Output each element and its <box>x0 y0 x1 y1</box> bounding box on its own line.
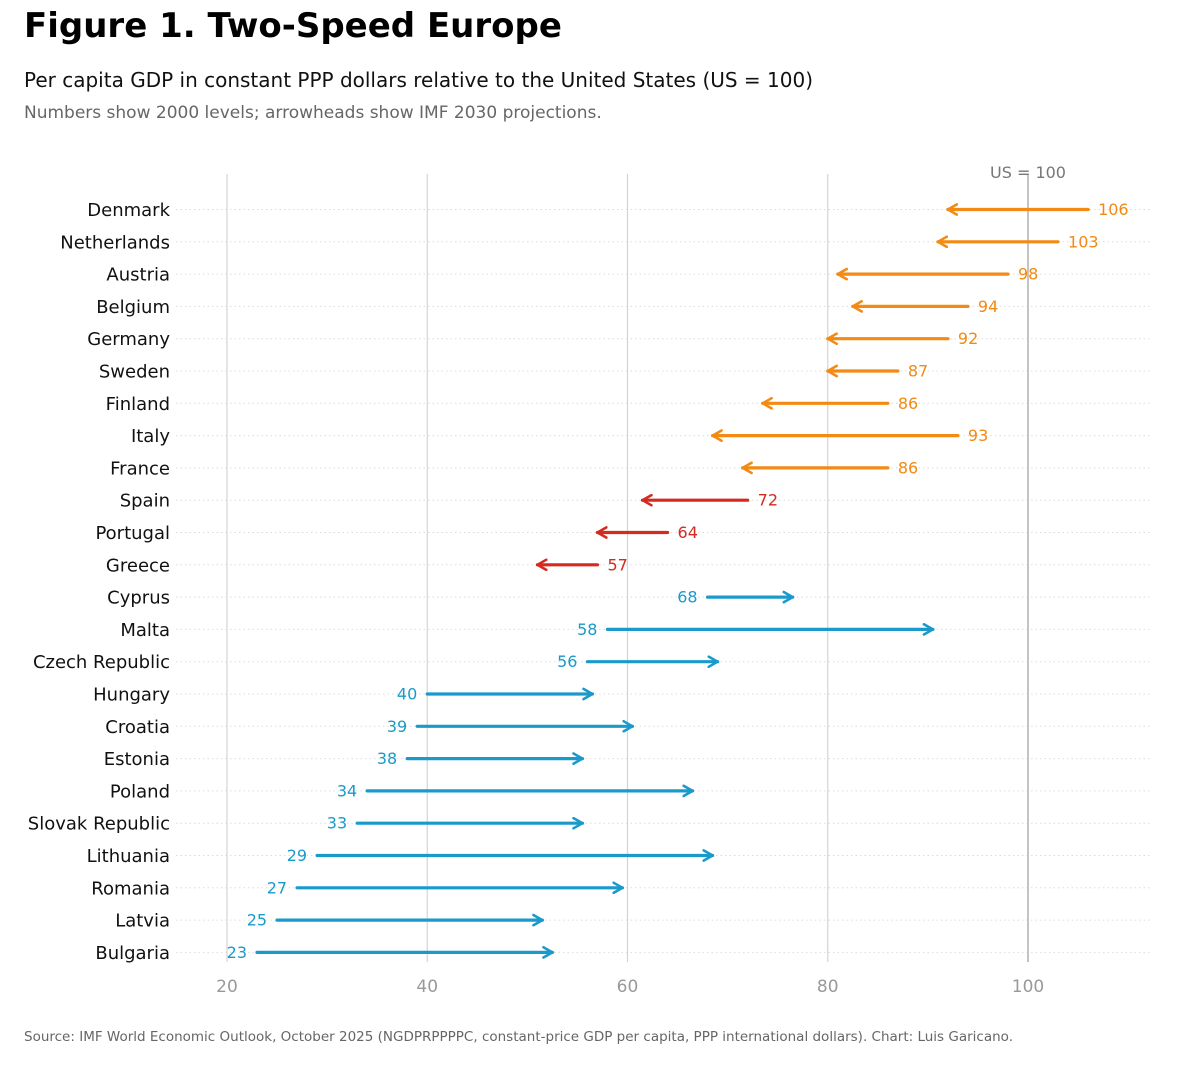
category-label: Sweden <box>99 362 170 383</box>
category-label: Cyprus <box>107 588 170 609</box>
category-label: Austria <box>106 265 170 286</box>
value-label: 93 <box>968 426 988 445</box>
value-label: 86 <box>898 394 918 413</box>
category-label: Greece <box>106 555 170 576</box>
chart-subtitle: Per capita GDP in constant PPP dollars r… <box>24 68 814 92</box>
value-label: 33 <box>327 814 347 833</box>
value-label: 39 <box>387 717 407 736</box>
category-label: Romania <box>91 878 170 899</box>
x-tick-label: 100 <box>1012 977 1044 997</box>
value-label: 58 <box>577 620 597 639</box>
category-label: Estonia <box>104 749 170 770</box>
category-label: Poland <box>110 781 170 802</box>
category-label: Spain <box>120 491 170 512</box>
category-label: Latvia <box>115 911 170 932</box>
reference-label: US = 100 <box>990 163 1066 182</box>
category-label: Netherlands <box>60 232 170 253</box>
value-label: 92 <box>958 329 978 348</box>
category-label: Portugal <box>95 523 170 544</box>
value-label: 87 <box>908 362 928 381</box>
category-label: Bulgaria <box>95 943 170 964</box>
chart-note: Numbers show 2000 levels; arrowheads sho… <box>24 103 602 123</box>
category-label: Czech Republic <box>33 652 170 673</box>
x-tick-label: 40 <box>416 977 438 997</box>
category-label: Finland <box>106 394 170 415</box>
value-label: 27 <box>267 878 287 897</box>
value-label: 34 <box>337 781 357 800</box>
category-label: Germany <box>87 329 170 350</box>
value-label: 106 <box>1098 200 1129 219</box>
category-label: Lithuania <box>87 846 170 867</box>
category-label: Slovak Republic <box>28 814 170 835</box>
value-label: 25 <box>247 911 267 930</box>
x-tick-label: 80 <box>817 977 839 997</box>
value-label: 40 <box>397 685 417 704</box>
x-tick-label: 20 <box>216 977 238 997</box>
category-label: Croatia <box>105 717 170 738</box>
category-label: France <box>110 458 170 479</box>
category-label: Italy <box>131 426 170 447</box>
value-label: 29 <box>287 846 307 865</box>
value-label: 103 <box>1068 232 1099 251</box>
value-label: 56 <box>557 652 577 671</box>
value-label: 38 <box>377 749 397 768</box>
value-label: 94 <box>978 297 998 316</box>
category-label: Denmark <box>87 200 170 221</box>
x-tick-label: 60 <box>617 977 639 997</box>
chart-title: Figure 1. Two-Speed Europe <box>24 6 562 46</box>
category-label: Hungary <box>93 685 170 706</box>
value-label: 64 <box>678 523 698 542</box>
value-label: 68 <box>677 588 697 607</box>
source-note: Source: IMF World Economic Outlook, Octo… <box>24 1029 1013 1045</box>
value-label: 57 <box>607 555 627 574</box>
value-label: 23 <box>227 943 247 962</box>
value-label: 86 <box>898 458 918 477</box>
value-label: 98 <box>1018 265 1038 284</box>
category-label: Belgium <box>96 297 170 318</box>
value-label: 72 <box>758 491 778 510</box>
category-label: Malta <box>120 620 170 641</box>
